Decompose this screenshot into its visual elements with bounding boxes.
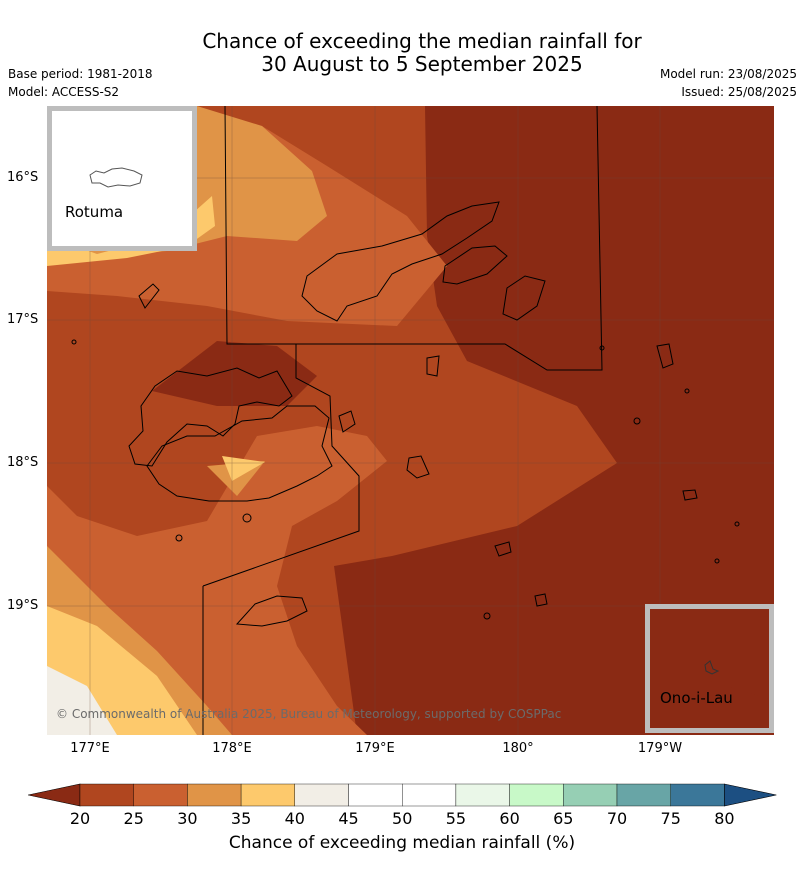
- colorbar-tick-label: 45: [338, 809, 359, 828]
- rotuma-label: Rotuma: [65, 203, 124, 221]
- colorbar-tick-label: 60: [499, 809, 520, 828]
- colorbar-tick-label: 70: [606, 809, 628, 828]
- colorbar-tick-label: 65: [553, 809, 574, 828]
- copyright-credit: © Commonwealth of Australia 2025, Bureau…: [56, 707, 562, 721]
- colorbar-tick-label: 25: [123, 809, 144, 828]
- lon-label-179e: 179°E: [355, 741, 395, 756]
- lon-label-180: 180°: [502, 741, 534, 756]
- moala-island: [682, 489, 698, 501]
- region-20-25-west: [152, 341, 317, 406]
- colorbar-tick-label: 75: [660, 809, 681, 828]
- koro-island: [338, 410, 356, 433]
- colorbar-swatch: [616, 783, 671, 807]
- colorbar-tick-label: 30: [177, 809, 198, 828]
- viti-levu-west: [128, 367, 293, 467]
- taveuni: [442, 245, 508, 285]
- colorbar-tick-label: 20: [69, 809, 91, 828]
- lon-label-179w: 179°W: [637, 741, 683, 756]
- cicia-island: [633, 417, 641, 425]
- colorbar-label: Chance of exceeding median rainfall (%): [228, 833, 576, 853]
- rotuma-island: [89, 167, 143, 188]
- colorbar-extend-high: [724, 783, 777, 807]
- mago-island: [599, 345, 605, 351]
- colorbar-tick-label: 50: [392, 809, 413, 828]
- base-period: Base period: 1981-2018: [8, 67, 153, 81]
- ono-i-lau-shade: [650, 671, 769, 728]
- lau-north-island: [502, 275, 546, 321]
- ono-i-lau-inset[interactable]: Ono-i-Lau: [645, 604, 774, 733]
- meta-left: Base period: 1981-2018 Model: ACCESS-S2: [8, 65, 153, 101]
- vatulele-island: [175, 534, 183, 542]
- island-outlines: [71, 201, 740, 627]
- model-name: Model: ACCESS-S2: [8, 85, 120, 99]
- viti-levu-east: [146, 405, 333, 502]
- lon-label-177e: 177°E: [70, 741, 110, 756]
- colorbar: [28, 783, 777, 807]
- colorbar-tick-label: 40: [284, 809, 305, 828]
- rotuma-inset[interactable]: Rotuma: [47, 106, 197, 251]
- lat-label-19s: 19°S: [7, 598, 39, 613]
- rotuma-island-canvas: [89, 167, 143, 188]
- meta-right: Model run: 23/08/2025 Issued: 25/08/2025: [660, 65, 797, 101]
- colorbar-swatch: [455, 783, 510, 807]
- colorbar-tick-label: 35: [230, 809, 252, 828]
- colorbar-swatch: [133, 783, 188, 807]
- colorbar-swatch: [294, 783, 349, 807]
- vanua-levu: [301, 201, 500, 322]
- colorbar-tick-label: 80: [714, 809, 735, 828]
- colorbar-swatch: [402, 783, 457, 807]
- yasawa-island: [138, 283, 160, 309]
- colorbar-swatch: [348, 783, 403, 807]
- region-45-50-south: [47, 666, 117, 735]
- title-line-1: Chance of exceeding the median rainfall …: [202, 29, 642, 53]
- issued-date: Issued: 25/08/2025: [681, 85, 797, 99]
- lakeba-island: [656, 343, 674, 369]
- totoya-island: [494, 541, 512, 557]
- model-run: Model run: 23/08/2025: [659, 67, 797, 81]
- region-40-45-centre: [222, 456, 265, 481]
- colorbar-swatch: [670, 783, 725, 807]
- title-line-2: 30 August to 5 September 2025: [261, 52, 583, 76]
- colorbar-swatch: [509, 783, 564, 807]
- map-title: Chance of exceeding the median rainfall …: [0, 30, 804, 76]
- colorbar-extend-low: [28, 783, 81, 807]
- boundary-lines: [202, 106, 603, 735]
- ovalau: [426, 355, 440, 377]
- viwa-islet: [71, 339, 77, 345]
- matuku-island: [534, 593, 548, 607]
- colorbar-swatch: [563, 783, 618, 807]
- gau-island: [406, 455, 430, 479]
- ogea-islet: [714, 558, 720, 564]
- ono-i-lau-canvas: [650, 660, 769, 728]
- kabara-island: [483, 612, 491, 620]
- lat-label-16s: 16°S: [7, 170, 39, 185]
- colorbar-swatches: [28, 783, 777, 807]
- ono-i-lau-label: Ono-i-Lau: [660, 689, 733, 707]
- lat-label-18s: 18°S: [7, 455, 39, 470]
- vatoa-islet: [734, 521, 740, 527]
- ono-i-lau-island: [704, 660, 720, 675]
- kadavu: [235, 595, 308, 627]
- beqa-island: [242, 513, 252, 523]
- colorbar-swatch: [79, 783, 134, 807]
- colorbar-tick-label: 55: [445, 809, 467, 828]
- colorbar-swatch: [240, 783, 296, 807]
- lat-label-17s: 17°S: [7, 312, 39, 327]
- colorbar-swatch: [187, 783, 242, 807]
- lon-label-178e: 178°E: [212, 741, 252, 756]
- vanua-balavu-islet: [684, 388, 690, 394]
